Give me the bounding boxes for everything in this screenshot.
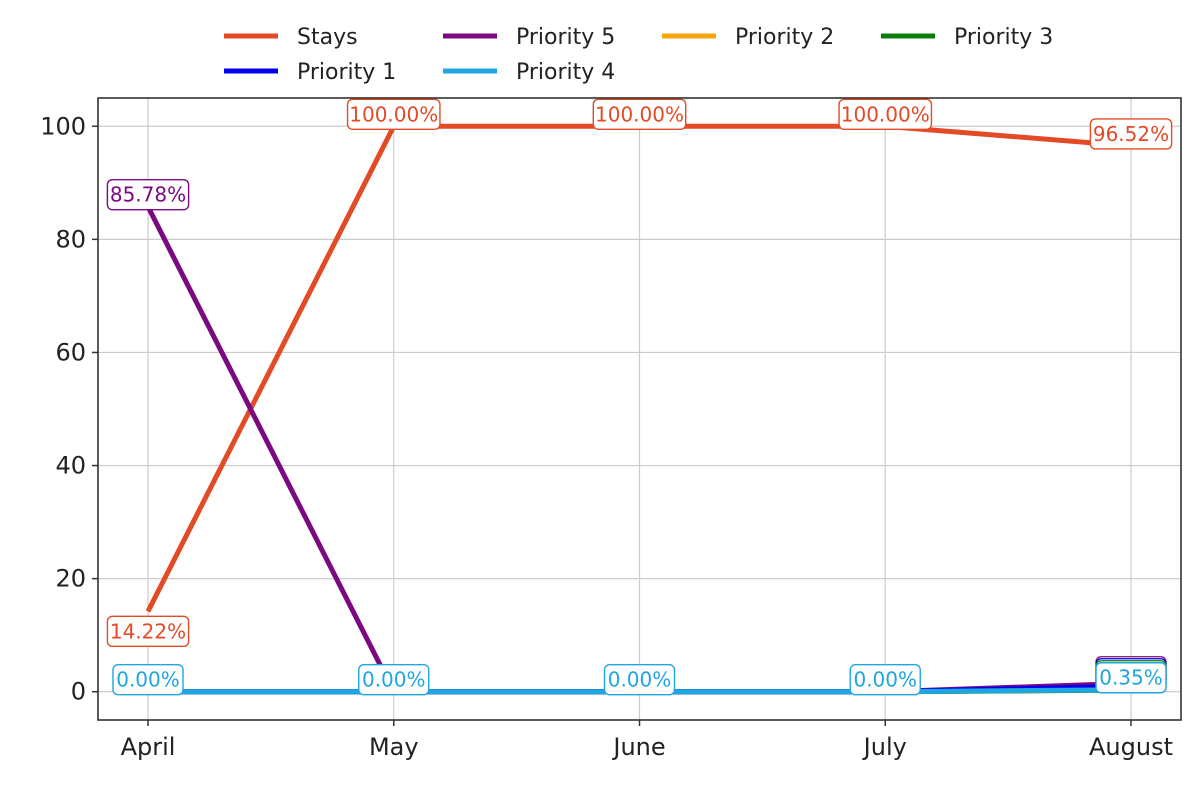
axes: 0 20 40 60 80 100 April May June July August: [40, 97, 1182, 761]
y-tick-label-20: 20: [55, 565, 86, 593]
label-text: 85.78%: [110, 183, 186, 207]
data-label-priority-4-august: 0.35%: [1095, 656, 1167, 694]
y-tick-label-100: 100: [40, 112, 86, 140]
label-text: 96.52%: [1093, 122, 1169, 146]
label-box: [112, 664, 184, 696]
data-label-priority-4-june: 0.00%: [603, 664, 676, 696]
label-text: 0.00%: [362, 668, 426, 692]
data-label-stays-may: 100.00%: [346, 98, 441, 130]
label-box: [849, 664, 921, 696]
y-tick-label-60: 60: [55, 338, 86, 366]
data-label-stays-august: 96.52%: [1089, 118, 1173, 150]
legend-label: Stays: [297, 25, 358, 50]
label-box: [106, 178, 190, 211]
label-text: 0.00%: [116, 668, 180, 692]
x-tick-label-june: June: [611, 733, 665, 761]
data-label-priority-5-april: 85.78%: [106, 178, 190, 211]
x-tick-label-april: April: [121, 733, 176, 761]
label-text: 100.00%: [595, 102, 684, 126]
legend-label: Priority 4: [516, 60, 615, 85]
data-label-stays-april: 14.22%: [106, 615, 190, 648]
grid: [98, 98, 1181, 720]
label-box: [603, 664, 676, 696]
legend-entry-priority-2: Priority 2: [662, 25, 834, 50]
data-label-priority-4-april: 0.00%: [112, 664, 184, 696]
legend-entry-stays: Stays: [224, 25, 358, 50]
label-box: [1095, 662, 1167, 694]
legend-entry-priority-5: Priority 5: [443, 25, 615, 50]
data-label-stays-july: 100.00%: [838, 98, 933, 130]
legend-label: Priority 5: [516, 25, 615, 50]
legend-entry-priority-3: Priority 3: [881, 25, 1053, 50]
label-text: 14.22%: [110, 619, 186, 643]
data-label-priority-4-may: 0.00%: [358, 664, 430, 696]
legend: Stays Priority 5 Priority 2 Priority 3 Prior…: [224, 25, 1053, 85]
label-box: [106, 615, 190, 648]
label-box: [592, 98, 687, 130]
x-tick-label-may: May: [369, 733, 419, 761]
legend-label: Priority 1: [297, 60, 396, 85]
x-tick-label-august: August: [1089, 733, 1173, 761]
y-tick-label-0: 0: [71, 678, 86, 706]
legend-entry-priority-4: Priority 4: [443, 60, 615, 85]
legend-entry-priority-1: Priority 1: [224, 60, 396, 85]
label-text: 100.00%: [349, 102, 438, 126]
label-text: 0.00%: [608, 668, 672, 692]
data-label-priority-4-july: 0.00%: [849, 664, 921, 696]
label-box: [346, 98, 441, 130]
label-box: [358, 664, 430, 696]
legend-label: Priority 2: [735, 25, 834, 50]
y-tick-label-40: 40: [55, 452, 86, 480]
label-box: [838, 98, 933, 130]
label-text: 100.00%: [841, 102, 930, 126]
data-label-stays-june: 100.00%: [592, 98, 687, 130]
label-text: 0.00%: [853, 668, 917, 692]
y-tick-label-80: 80: [55, 225, 86, 253]
legend-label: Priority 3: [954, 25, 1053, 50]
label-text: 0.35%: [1099, 666, 1163, 690]
label-box: [1089, 118, 1173, 150]
data-labels: 14.22% 100.00% 100.00% 100.00% 96.52% 85.78% 0…: [106, 98, 1173, 696]
x-tick-label-july: July: [862, 733, 907, 761]
